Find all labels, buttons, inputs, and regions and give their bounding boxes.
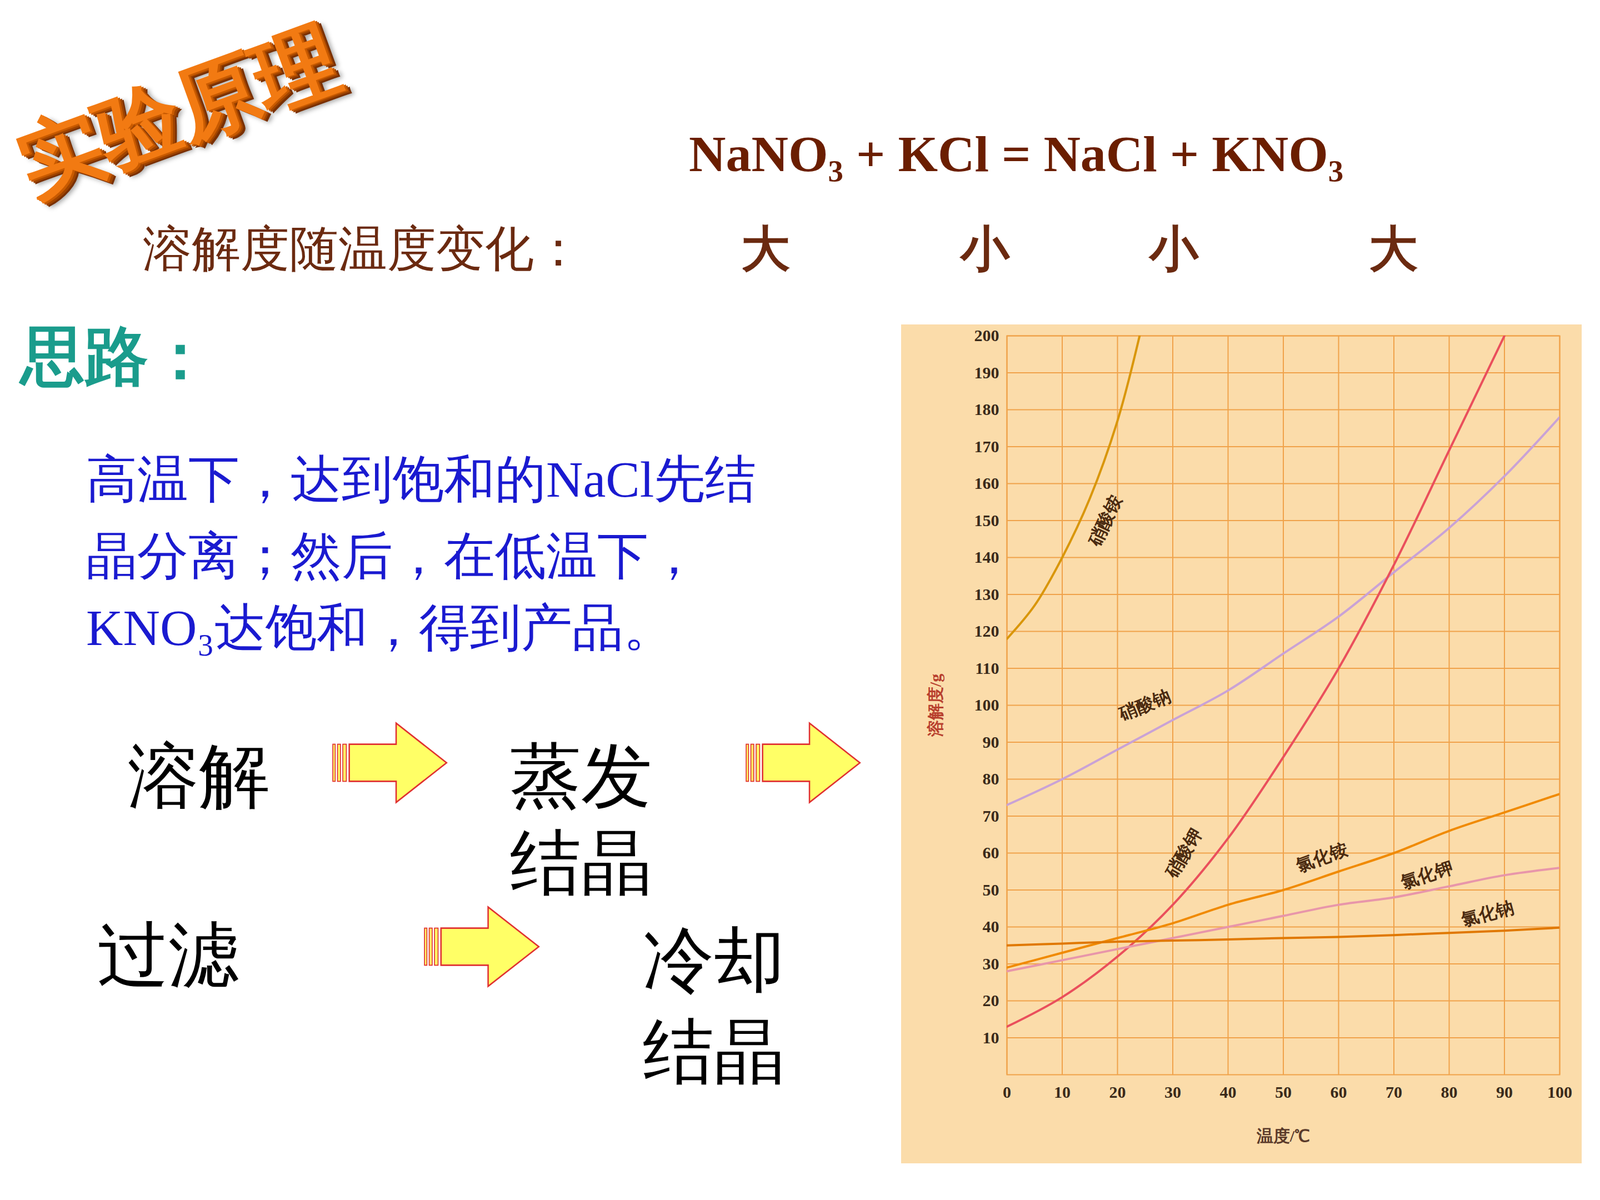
html-text:高温下，达到饱和的NaCl先结: 高温下，达到饱和的NaCl先结 [86, 451, 757, 508]
html-text:KNO₃达饱和，得到产品。: KNO₃达饱和，得到产品。 [86, 599, 675, 657]
svg-text:30: 30 [1164, 1082, 1182, 1102]
svg-text:140: 140 [974, 547, 1000, 567]
svg-text:氯化钠: 氯化钠 [1458, 897, 1517, 931]
html-text:小: 小 [960, 220, 1010, 278]
svg-text:氯化铵: 氯化铵 [1292, 838, 1350, 877]
svg-text:20: 20 [1109, 1082, 1127, 1102]
html-text:结晶: 结晶 [510, 821, 653, 904]
svg-text:70: 70 [1385, 1082, 1403, 1102]
html-text:大: 大 [1368, 220, 1418, 278]
svg-text:氯化钾: 氯化钾 [1397, 857, 1455, 893]
svg-text:40: 40 [1220, 1082, 1237, 1102]
html-text:大: 大 [741, 220, 790, 278]
svg-text:90: 90 [982, 732, 1000, 752]
svg-text:硝酸铵: 硝酸铵 [1084, 492, 1126, 550]
svg-text:200: 200 [974, 326, 1000, 345]
svg-text:100: 100 [974, 695, 1000, 714]
svg-text:100: 100 [1547, 1082, 1573, 1102]
svg-text:50: 50 [1275, 1082, 1292, 1102]
svg-text:0: 0 [1002, 1082, 1012, 1102]
html-text:实验原理: 实验原理 [4, 8, 351, 214]
html-text:小: 小 [1149, 220, 1199, 278]
svg-text:170: 170 [974, 437, 1000, 456]
svg-text:溶解度/g: 溶解度/g [926, 673, 945, 738]
html-text:蒸发: 蒸发 [510, 734, 653, 818]
svg-text:50: 50 [982, 880, 1000, 899]
html-text:溶解度随温度变化：: 溶解度随温度变化： [142, 220, 583, 278]
svg-text:60: 60 [1330, 1082, 1348, 1102]
svg-text:190: 190 [974, 363, 1000, 382]
svg-text:40: 40 [982, 917, 1000, 936]
html-text:冷却: 冷却 [642, 918, 785, 1002]
svg-text:160: 160 [974, 473, 1000, 493]
svg-text:温度/℃: 温度/℃ [1256, 1126, 1310, 1145]
svg-text:180: 180 [974, 400, 1000, 419]
svg-text:20: 20 [982, 991, 1000, 1010]
svg-text:130: 130 [974, 585, 1000, 604]
html-text:NaNO₃ + KCl = NaCl + KNO₃: NaNO₃ + KCl = NaCl + KNO₃ [688, 125, 1344, 183]
svg-text:60: 60 [982, 843, 1000, 862]
svg-text:10: 10 [1053, 1082, 1071, 1102]
svg-text:30: 30 [982, 954, 1000, 973]
html-text:晶分离；然后，在低温下，: 晶分离；然后，在低温下， [86, 527, 700, 585]
html-text:思路：: 思路： [20, 318, 213, 394]
html-text:结晶: 结晶 [642, 1010, 785, 1093]
svg-text:110: 110 [975, 658, 999, 678]
svg-text:80: 80 [982, 769, 1000, 788]
svg-text:硝酸钾: 硝酸钾 [1161, 825, 1206, 882]
html-text:过滤: 过滤 [97, 913, 240, 997]
html-text:溶解: 溶解 [127, 734, 270, 818]
svg-text:90: 90 [1496, 1082, 1513, 1102]
svg-text:150: 150 [974, 511, 1000, 530]
svg-text:80: 80 [1441, 1082, 1458, 1102]
svg-text:10: 10 [982, 1028, 1000, 1047]
svg-text:硝酸钠: 硝酸钠 [1116, 685, 1174, 725]
svg-text:120: 120 [974, 621, 1000, 640]
svg-text:70: 70 [982, 806, 1000, 825]
